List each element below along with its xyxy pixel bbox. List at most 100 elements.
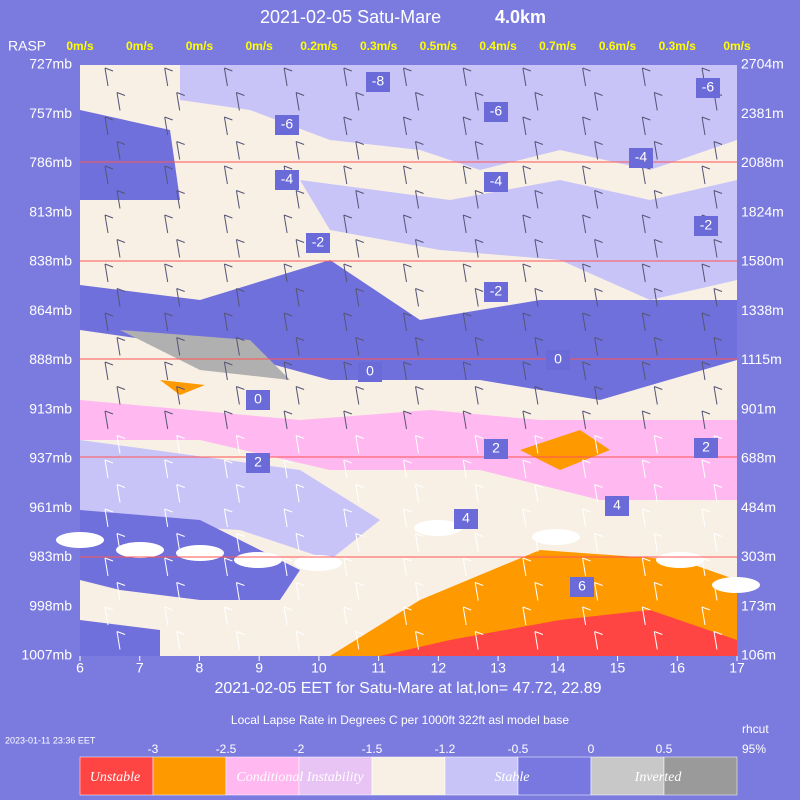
wind-barb: [403, 410, 412, 430]
wind-barb: [235, 141, 245, 160]
legend-swatch: [517, 756, 592, 796]
contour-label: -8: [372, 73, 385, 89]
wind-barb: [582, 557, 591, 577]
wind-barbs: [104, 67, 723, 650]
x-tick-label: 7: [136, 660, 144, 676]
wind-barb: [462, 165, 472, 185]
pressure-label: 983mb: [29, 548, 72, 564]
region: [80, 620, 160, 656]
pressure-label: 998mb: [29, 597, 72, 613]
timestamp: 2023-01-11 23:36 EET: [5, 735, 96, 745]
wind-barb: [223, 557, 233, 577]
contour-label-box: [246, 453, 270, 473]
wind-barb: [582, 263, 591, 283]
region: [80, 110, 180, 200]
wind-barb: [594, 533, 603, 552]
contour-label: -2: [700, 217, 713, 233]
wind-barb: [355, 386, 364, 405]
wind-barb: [594, 386, 603, 405]
region: [80, 440, 380, 560]
wind-barb: [641, 214, 651, 234]
pressure-label: 888mb: [29, 351, 72, 367]
wind-barb: [355, 239, 364, 258]
rhcut-value: 95%: [742, 742, 766, 756]
wind-barb: [534, 484, 544, 503]
wind-barb: [283, 214, 293, 234]
wind-barb: [235, 484, 245, 503]
wind-barb: [403, 263, 412, 283]
region: [180, 65, 737, 170]
wind-barb: [104, 361, 114, 381]
x-tick-label: 17: [729, 660, 745, 676]
wind-barb: [283, 312, 293, 332]
wind-barb: [462, 312, 472, 332]
clouds: [56, 520, 760, 593]
contour-label-box: [546, 350, 570, 370]
wind-barb: [653, 141, 663, 160]
contour-label-box: [275, 170, 299, 190]
wind-barb: [474, 190, 484, 209]
cloud: [294, 555, 342, 571]
wind-barb: [415, 582, 424, 601]
legend-tick-label: 0.5: [656, 742, 673, 756]
wind-barb: [474, 386, 484, 405]
wind-speed-label: 0.7m/s: [539, 39, 577, 53]
wind-barb: [653, 631, 663, 650]
wind-barb: [355, 582, 364, 601]
wind-barb: [295, 533, 305, 552]
x-tick-label: 8: [196, 660, 204, 676]
wind-barb: [343, 116, 352, 136]
wind-barb: [713, 190, 723, 209]
wind-barb: [594, 239, 603, 258]
wind-barb: [343, 459, 352, 479]
cloud: [712, 577, 760, 593]
wind-barb: [701, 312, 711, 332]
wind-barb: [462, 67, 472, 87]
wind-barb: [104, 116, 114, 136]
wind-barb: [522, 508, 532, 528]
wind-barb: [176, 582, 185, 601]
pressure-label: 757mb: [29, 105, 72, 121]
wind-speed-label: 0.3m/s: [360, 39, 398, 53]
wind-barb: [701, 410, 711, 430]
x-tick-label: 15: [610, 660, 626, 676]
wind-barb: [713, 239, 723, 258]
wind-barb: [283, 459, 293, 479]
x-tick-label: 16: [669, 660, 685, 676]
wind-barb: [176, 484, 185, 503]
wind-barb: [164, 410, 173, 430]
legend-label: Inverted: [634, 770, 683, 785]
pressure-label: 1007mb: [21, 647, 72, 663]
wind-barb: [235, 288, 245, 307]
wind-barb: [176, 141, 185, 160]
wind-barb: [582, 606, 591, 626]
wind-barb: [713, 484, 723, 503]
wind-barb: [104, 214, 114, 234]
wind-barb: [176, 435, 185, 454]
wind-barb: [582, 459, 591, 479]
wind-barb: [713, 288, 723, 307]
wind-barb: [534, 190, 544, 209]
wind-barb: [641, 263, 651, 283]
wind-barb: [462, 606, 472, 626]
wind-barb: [176, 337, 185, 356]
wind-barb: [582, 410, 591, 430]
contour-label-box: [694, 438, 718, 458]
wind-barb: [235, 337, 245, 356]
wind-barb: [104, 459, 114, 479]
wind-barb: [474, 435, 484, 454]
wind-barb: [415, 141, 424, 160]
wind-barb: [116, 92, 126, 111]
wind-barb: [582, 165, 591, 185]
cloud: [234, 552, 282, 568]
wind-barb: [355, 631, 364, 650]
wind-barb: [343, 214, 352, 234]
wind-barb: [235, 435, 245, 454]
legend-tick-label: -0.5: [508, 742, 529, 756]
wind-speed-label: 0m/s: [126, 39, 154, 53]
wind-barb: [235, 386, 245, 405]
legend-swatch: [371, 756, 446, 796]
wind-barb: [164, 165, 173, 185]
wind-barb: [223, 312, 233, 332]
wind-barb: [582, 508, 591, 528]
